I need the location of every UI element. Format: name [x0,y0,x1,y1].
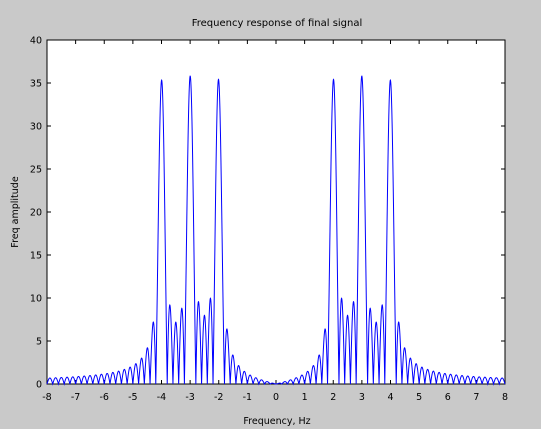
x-tick-label: 1 [302,392,308,403]
x-tick-label: -2 [214,392,223,403]
x-tick-label: 2 [330,392,336,403]
x-tick-label: 5 [416,392,422,403]
x-tick-label: 6 [445,392,451,403]
y-tick-label: 35 [30,79,42,90]
x-tick-label: 8 [502,392,508,403]
x-tick-label: 3 [359,392,365,403]
x-tick-label: -8 [42,392,51,403]
y-tick-label: 15 [30,251,42,262]
y-axis: 0 5 10 15 20 25 30 35 40 [30,36,505,391]
x-tick-label: -7 [71,392,80,403]
x-tick-label: -3 [185,392,194,403]
series-line [46,75,506,386]
x-tick-label: -6 [100,392,109,403]
plot-area [46,39,506,385]
y-tick-label: 30 [30,122,42,133]
x-tick-label: -5 [128,392,137,403]
y-tick-label: 25 [30,165,42,176]
y-axis-label: Freq amplitude [10,176,21,248]
y-tick-label: 0 [36,380,42,391]
x-tick-label: 4 [387,392,393,403]
x-tick-label: -1 [243,392,252,403]
y-tick-label: 10 [30,294,42,305]
x-tick-label: -4 [157,392,166,403]
y-tick-label: 5 [36,337,42,348]
y-tick-label: 40 [30,36,42,47]
x-axis-label: Frequency, Hz [243,416,310,427]
y-tick-label: 20 [30,208,42,219]
series-layer [46,75,506,386]
chart-title: Frequency response of final signal [192,18,363,29]
x-axis: -8 -7 -6 -5 -4 -3 -2 -1 0 1 2 3 4 5 6 7 8 [42,40,508,403]
x-tick-label: 7 [473,392,479,403]
x-tick-label: 0 [273,392,279,403]
